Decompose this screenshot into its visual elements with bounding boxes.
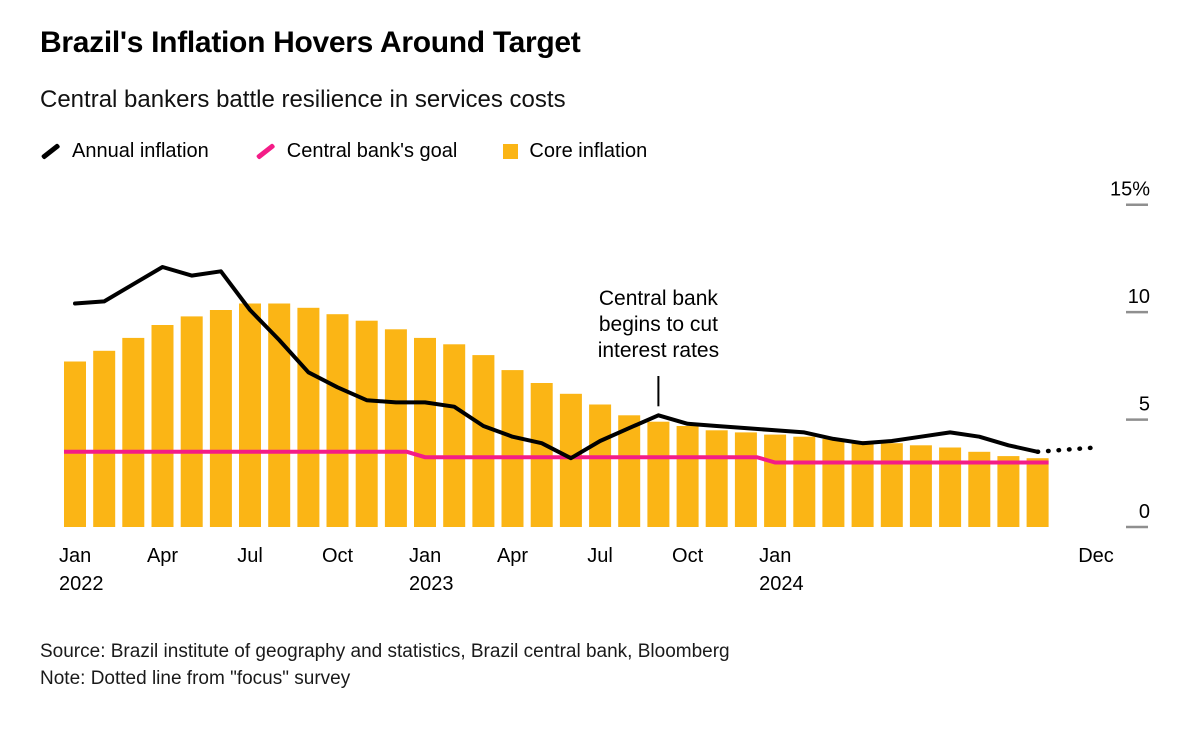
x-tick-month: Jul [587,545,613,567]
x-tick-year: 2022 [59,573,104,595]
y-axis: 15% 10 5 0 [1110,179,1150,529]
core-inflation-bar [997,456,1020,527]
x-tick-month: Jan [409,545,441,567]
forecast-dotted-line [1035,445,1099,455]
legend: Annual inflation Central bank's goal Cor… [40,140,647,163]
legend-label-annual-inflation: Annual inflation [72,140,209,162]
core-inflation-bar [559,393,582,527]
core-inflation-bar [443,344,466,527]
x-tick-month: Apr [147,545,178,567]
core-inflation-bar [909,445,932,527]
core-inflation-bar [647,421,670,527]
annotation-central-bank-cuts: Central bank begins to cut interest rate… [598,286,719,364]
x-axis: Jan 2022 Apr Jul Oct Jan 2023 Apr Jul Oct Jan 2024 D… [59,545,1114,595]
central-bank-goal-line [64,449,1049,465]
core-inflation-bar [64,361,86,527]
x-tick-month: Oct [672,545,704,567]
annual-inflation-line-swatch-icon [40,143,61,160]
annotation-line-2: begins to cut [598,313,718,336]
x-tick-month: Apr [497,545,528,567]
core-inflation-bar [384,329,407,527]
central-bank-goal-line-swatch-icon [255,143,275,160]
core-inflation-bar [530,383,553,527]
x-tick-year: 2024 [759,573,804,595]
y-tick-label: 15% [1110,179,1150,201]
legend-item-central-bank-goal: Central bank's goal [255,140,458,163]
legend-label-core-inflation: Core inflation [529,140,648,162]
core-inflation-bar [968,451,991,527]
core-inflation-bar [589,404,612,527]
core-inflation-bar [734,432,757,527]
annotation-line-1: Central bank [598,287,718,310]
core-inflation-bar [822,438,845,527]
core-inflation-bar [618,415,641,527]
core-inflation-bar [851,441,874,527]
x-tick-year: 2023 [409,573,454,595]
x-tick-month: Jan [59,545,91,567]
core-inflation-bar [239,303,261,527]
core-inflation-bar [268,303,291,527]
chart-subtitle: Central bankers battle resilience in ser… [40,86,566,113]
core-inflation-bar [939,447,962,527]
annual-inflation-line [73,265,1040,461]
core-inflation-bar [705,430,728,527]
x-tick-month: Jan [759,545,791,567]
x-tick-month: Jul [237,545,263,567]
core-inflation-bar [93,350,116,527]
y-tick-label: 0 [1139,501,1150,523]
footnote-text: Note: Dotted line from "focus" survey [40,668,351,689]
source-text: Source: Brazil institute of geography an… [40,641,730,662]
legend-item-core-inflation: Core inflation [503,140,647,163]
core-inflation-bar [355,320,378,527]
core-inflation-bar [414,337,436,527]
core-inflation-bar [209,310,232,527]
core-inflation-bar [764,434,787,527]
core-inflation-bar [793,436,816,527]
core-inflation-bars [64,303,1049,527]
core-inflation-bar [501,370,524,527]
core-inflation-bar-swatch-icon [503,144,519,159]
x-tick-month: Dec [1078,545,1114,567]
core-inflation-bar [297,307,320,527]
y-tick-label: 5 [1139,394,1150,416]
core-inflation-bar [122,337,145,527]
core-inflation-bar [880,443,903,527]
x-tick-month: Oct [322,545,354,567]
page-title: Brazil's Inflation Hovers Around Target [40,26,581,59]
core-inflation-bar [180,316,203,527]
core-inflation-bar [1026,458,1049,527]
legend-label-central-bank-goal: Central bank's goal [286,140,458,162]
annotation-line-3: interest rates [597,339,720,362]
legend-item-annual-inflation: Annual inflation [40,140,209,163]
y-tick-label: 10 [1128,286,1150,308]
core-inflation-bar [326,314,349,527]
core-inflation-bar [151,325,174,527]
core-inflation-bar [472,355,495,527]
core-inflation-bar [676,426,699,527]
